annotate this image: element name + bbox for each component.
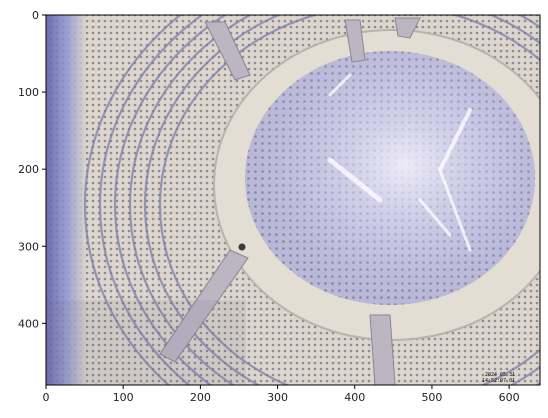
y-axis: 0 100 200 300 400 [18, 9, 46, 330]
x-tick-label: 0 [43, 391, 50, 404]
x-tick-label: 100 [113, 391, 134, 404]
y-tick-label: 400 [18, 317, 39, 330]
x-tick-label: 600 [499, 391, 520, 404]
camera-timestamp: 2024 05 31 14:52:07 01 [482, 372, 515, 384]
timestamp-time: 14:52:07 01 [482, 378, 515, 384]
x-tick-label: 200 [190, 391, 211, 404]
photo [46, 15, 540, 385]
light-reflections [327, 73, 472, 252]
brackets [159, 17, 421, 385]
concentric-rings [83, 15, 540, 385]
axes-frame [45, 14, 541, 386]
y-tick-label: 0 [32, 9, 39, 22]
y-tick-label: 200 [18, 163, 39, 176]
x-tick-label: 400 [344, 391, 365, 404]
timestamp-date: 2024 05 31 [485, 372, 515, 378]
x-tick-label: 300 [267, 391, 288, 404]
x-tick-label: 500 [421, 391, 442, 404]
y-tick-label: 100 [18, 86, 39, 99]
bolt [238, 243, 246, 251]
x-axis: 0 100 200 300 400 500 600 [43, 385, 520, 404]
y-tick-label: 300 [18, 240, 39, 253]
